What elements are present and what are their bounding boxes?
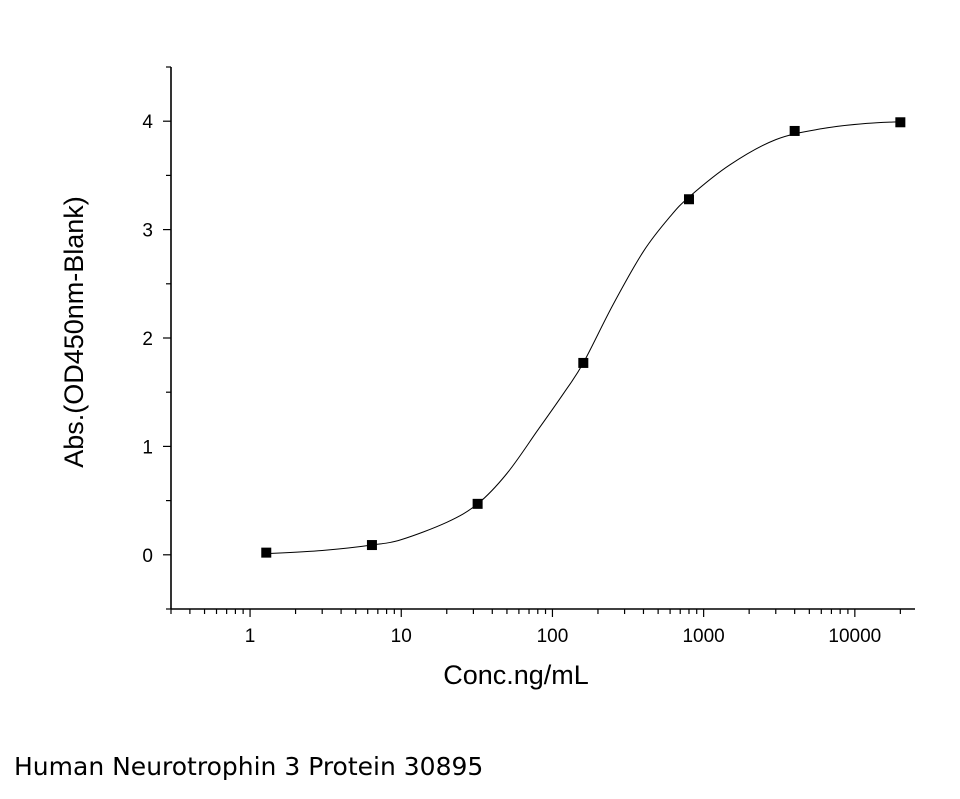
- data-point: [789, 125, 800, 136]
- chart: 1 10 100 1000 10000 0 1 2 3 4 Conc.ng/mL Abs.(OD…: [59, 66, 915, 690]
- data-point: [578, 357, 589, 368]
- y-tick-label: 3: [142, 221, 153, 242]
- fit-curve: [266, 121, 901, 555]
- figure-caption: Human Neurotrophin 3 Protein 30895: [14, 752, 484, 781]
- data-point: [366, 540, 377, 551]
- data-points: [261, 117, 906, 558]
- x-axis-ticks: 1 10 100 1000 10000: [170, 609, 901, 647]
- y-tick-label: 1: [142, 437, 153, 458]
- x-tick-label: 10: [391, 626, 412, 647]
- y-tick-label: 0: [142, 546, 153, 567]
- x-tick-label: 1000: [682, 626, 724, 647]
- x-tick-label: 10000: [828, 626, 881, 647]
- data-point: [683, 194, 694, 205]
- axes: [170, 67, 915, 610]
- x-tick-label: 100: [537, 626, 569, 647]
- x-tick-label: 1: [245, 626, 256, 647]
- data-point: [472, 498, 483, 509]
- y-tick-label: 4: [142, 112, 153, 133]
- data-point: [261, 547, 272, 558]
- data-point: [895, 117, 906, 128]
- y-axis-label: Abs.(OD450nm-Blank): [59, 196, 89, 468]
- y-tick-label: 2: [142, 329, 153, 350]
- x-axis-label: Conc.ng/mL: [443, 660, 589, 690]
- y-axis-ticks: 0 1 2 3 4: [142, 66, 171, 610]
